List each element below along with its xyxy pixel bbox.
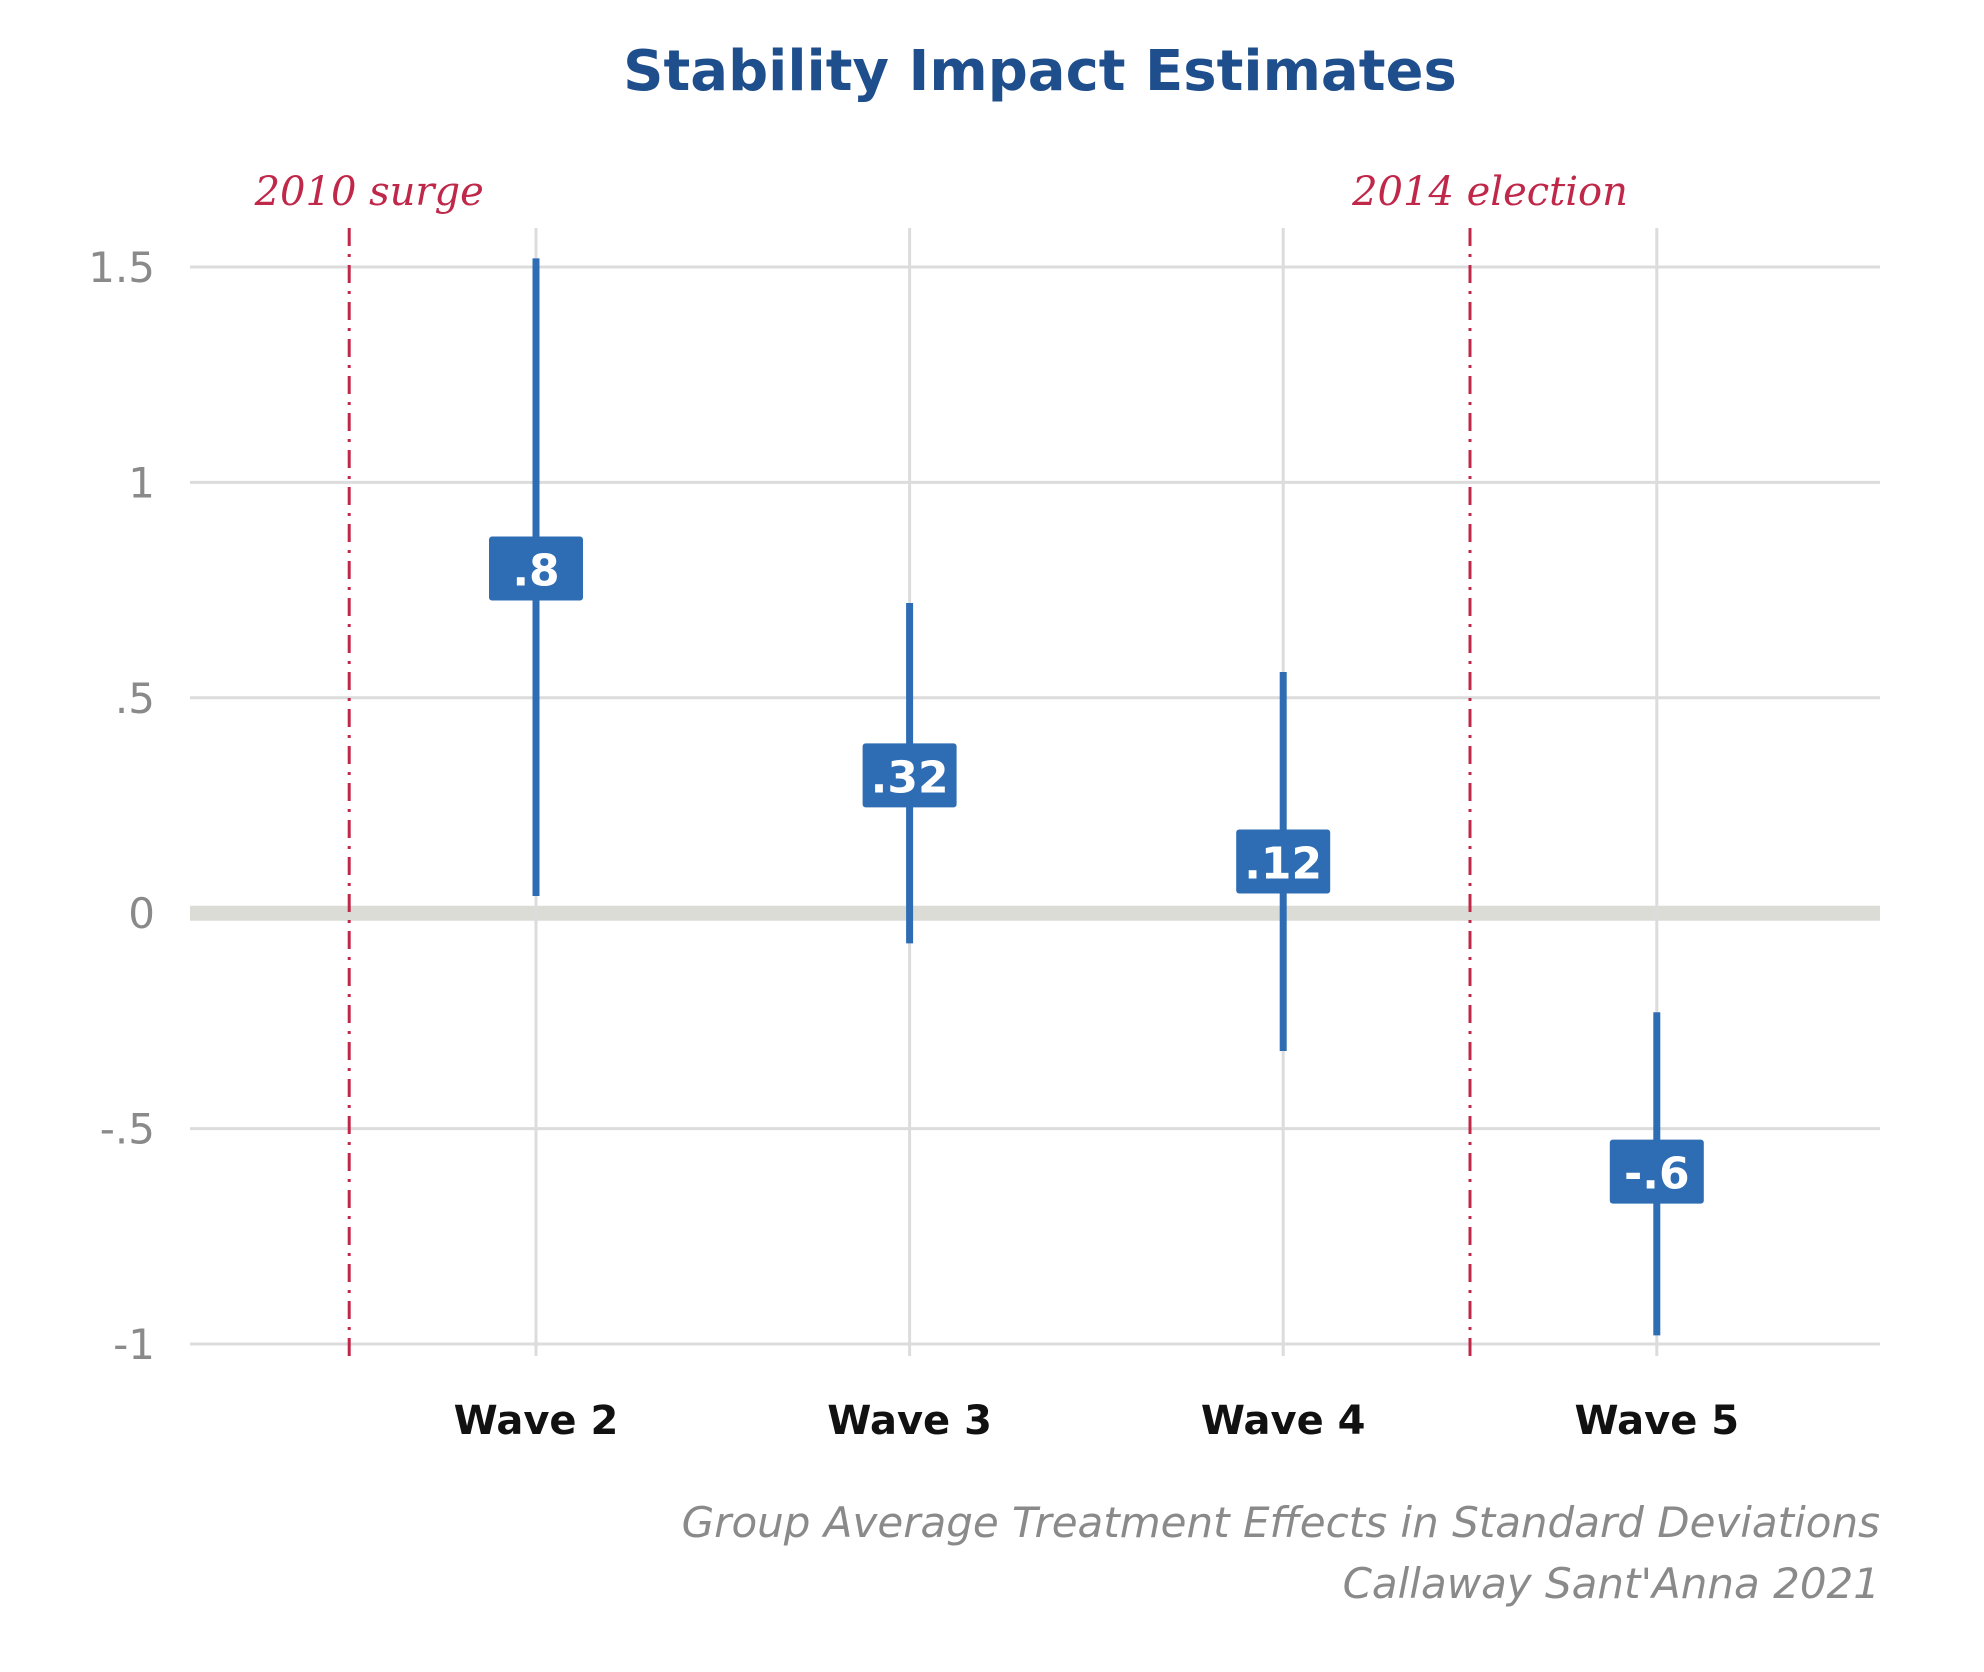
x-tick-label: Wave 2: [454, 1398, 619, 1444]
caption-line-2: Callaway Sant'Anna 2021: [1343, 1559, 1880, 1608]
estimate-label: .8: [512, 546, 559, 597]
y-tick-label: 1.5: [88, 243, 155, 292]
annotation-label: 2014 election: [1351, 169, 1628, 215]
estimate-label: -.6: [1624, 1149, 1690, 1200]
annotations: 2010 surge 2014 election: [254, 169, 1628, 1356]
x-axis: Wave 2 Wave 3 Wave 4 Wave 5: [454, 1398, 1739, 1444]
y-tick-label: .5: [115, 674, 155, 723]
x-tick-label: Wave 5: [1574, 1398, 1739, 1444]
estimate-label: .12: [1244, 839, 1322, 890]
estimate-box: [1236, 829, 1331, 894]
data-marks: .8 .32 .12 -.6: [489, 258, 1704, 1336]
annotation-label: 2010 surge: [254, 169, 484, 215]
estimate-label: .32: [871, 752, 949, 803]
x-tick-label: Wave 4: [1201, 1398, 1366, 1444]
estimate-box: [862, 743, 957, 808]
y-tick-label: 0: [128, 889, 155, 938]
y-axis: 1.51.50-.5-1: [88, 243, 155, 1369]
caption-line-1: Group Average Treatment Effects in Stand…: [682, 1498, 1880, 1547]
x-tick-label: Wave 3: [827, 1398, 992, 1444]
y-tick-label: 1: [128, 458, 155, 507]
estimate-box: [1609, 1139, 1704, 1204]
y-tick-label: -.5: [100, 1105, 155, 1154]
y-tick-label: -1: [113, 1320, 155, 1369]
chart-title: Stability Impact Estimates: [623, 39, 1457, 104]
estimate-box: [489, 536, 583, 601]
